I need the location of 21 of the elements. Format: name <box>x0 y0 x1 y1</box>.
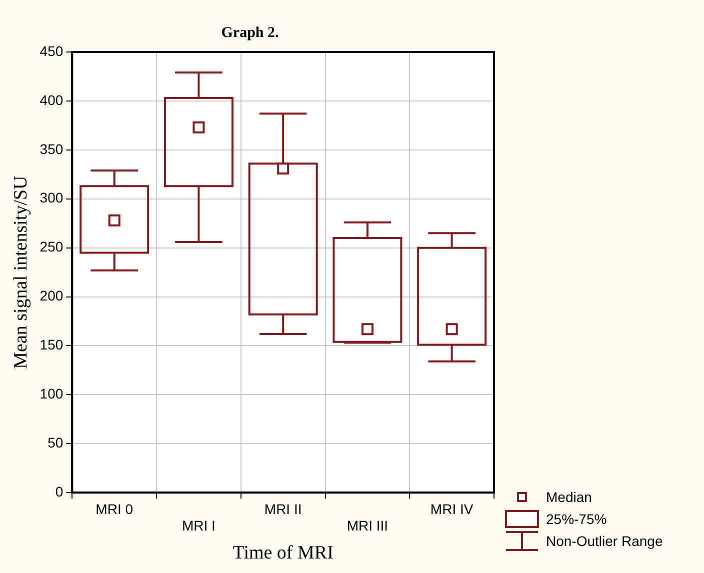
y-tick-label: 100 <box>40 386 64 402</box>
x-tick-label: MRI II <box>264 500 302 517</box>
chart-title: Graph 2. <box>221 24 279 41</box>
y-tick-label: 250 <box>40 238 64 255</box>
y-tick-label: 350 <box>40 140 64 157</box>
x-tick-label: MRI I <box>182 518 216 534</box>
y-tick-label: 50 <box>48 434 64 451</box>
x-tick-label: MRI 0 <box>96 500 134 517</box>
text: Non-Outlier Range <box>546 533 663 549</box>
y-tick-label: 200 <box>40 288 64 304</box>
y-axis-title: Mean signal intensity/SU <box>10 175 32 369</box>
x-axis-title: Time of MRI <box>232 542 334 564</box>
x-tick-label: MRI III <box>346 518 388 534</box>
text: 25%-75% <box>546 511 607 527</box>
y-tick-label: 0 <box>55 483 64 500</box>
text: Median <box>546 489 592 505</box>
y-tick-label: 300 <box>40 190 64 206</box>
y-tick-label: 450 <box>40 42 64 59</box>
y-tick-label: 150 <box>40 336 64 353</box>
y-tick-label: 400 <box>40 92 64 108</box>
x-tick-label: MRI IV <box>430 500 474 517</box>
